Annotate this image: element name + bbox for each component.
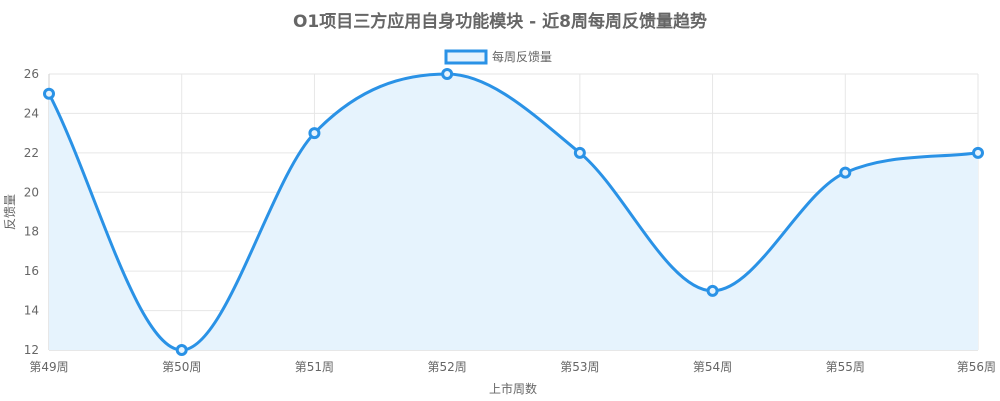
x-tick-label: 第50周 [162, 360, 201, 374]
x-tick-label: 第53周 [560, 360, 599, 374]
x-tick-label: 第49周 [29, 360, 68, 374]
y-axis-label: 反馈量 [3, 194, 17, 230]
y-tick-label: 24 [24, 106, 39, 120]
data-point-第49周[interactable] [43, 87, 55, 100]
y-tick-label: 26 [24, 67, 39, 81]
legend-label[interactable]: 每周反馈量 [492, 49, 552, 64]
tick-layer: 12 14 16 18 20 22 24 26 第49周 第50周 第51周 第52周 第53周 第54周… [24, 67, 996, 374]
data-point-第52周[interactable] [441, 68, 454, 80]
y-tick-label: 18 [24, 225, 39, 239]
point-layer [43, 68, 984, 356]
area-layer [49, 74, 978, 350]
x-tick-label: 第51周 [295, 360, 334, 374]
x-axis-label: 上市周数 [489, 381, 537, 396]
y-tick-label: 16 [24, 264, 39, 278]
data-point-第51周[interactable] [308, 127, 321, 140]
data-point-第56周[interactable] [972, 146, 984, 159]
data-point-第50周[interactable] [175, 344, 188, 356]
x-tick-label: 第54周 [693, 360, 732, 374]
y-tick-label: 14 [24, 304, 39, 318]
data-point-第53周[interactable] [573, 146, 586, 159]
y-tick-label: 20 [24, 185, 39, 199]
chart-title: O1项目三方应用自身功能模块 - 近8周每周反馈量趋势 [293, 11, 707, 32]
y-tick-label: 22 [24, 146, 39, 160]
legend-swatch[interactable] [444, 49, 488, 65]
y-tick-label: 12 [24, 343, 39, 357]
data-point-第55周[interactable] [839, 166, 852, 179]
legend[interactable]: 每周反馈量 [444, 49, 552, 65]
series-area [49, 74, 978, 350]
x-tick-label: 第55周 [826, 360, 865, 374]
x-tick-label: 第56周 [957, 360, 996, 374]
x-tick-label: 第52周 [428, 360, 467, 374]
data-point-第54周[interactable] [706, 284, 719, 297]
